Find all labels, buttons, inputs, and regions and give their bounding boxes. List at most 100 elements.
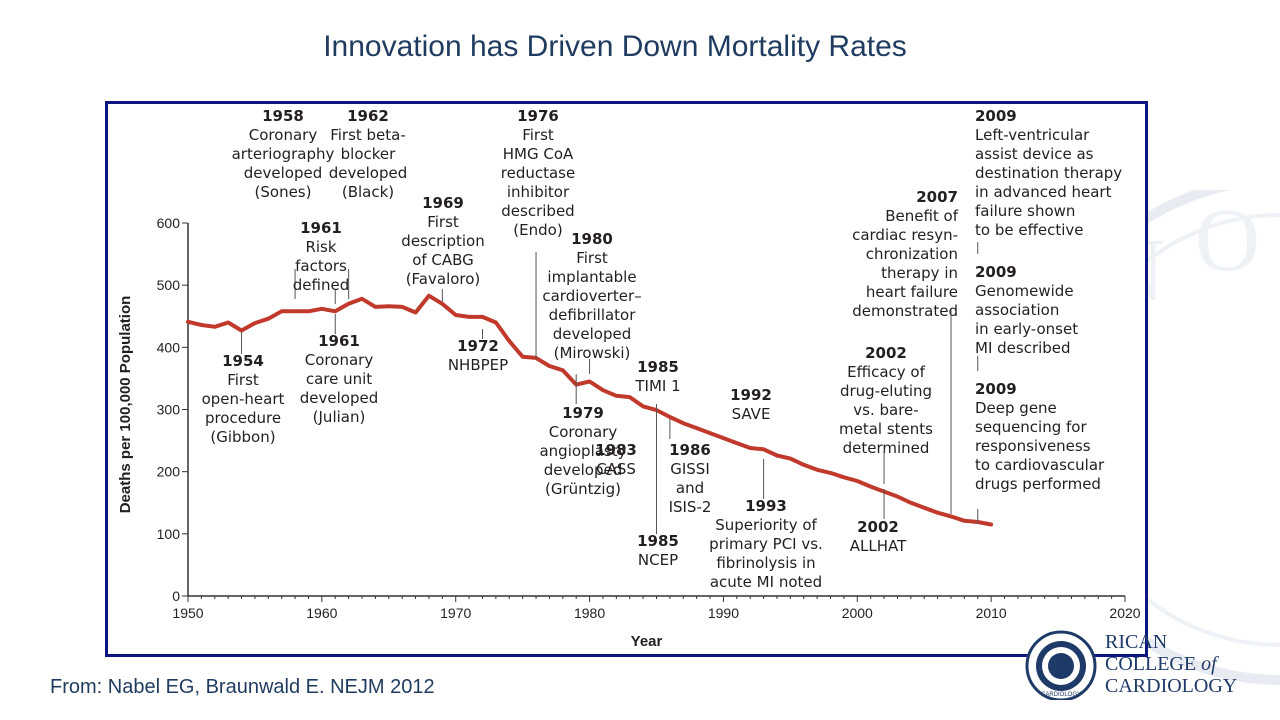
annotation-year: 2002 (857, 518, 899, 536)
annotation-year: 1986 (669, 441, 711, 459)
annotation-text: Deep gene (975, 399, 1057, 417)
annotation-text: MI described (975, 339, 1071, 357)
annotation-text: description (401, 232, 484, 250)
annotation-text: destination therapy (975, 164, 1122, 182)
y-tick-label: 100 (157, 526, 181, 542)
y-tick-label: 200 (157, 464, 181, 480)
data-point (373, 305, 377, 309)
annotation-text: metal stents (839, 420, 933, 438)
x-tick-label: 1990 (708, 605, 739, 621)
data-point (761, 447, 766, 451)
annotation-text: (Mirowski) (554, 344, 631, 362)
annotation-text: therapy in (881, 264, 958, 282)
annotation-text: Coronary (305, 351, 374, 369)
annotation-text: (Grüntzig) (545, 480, 621, 498)
data-point (949, 514, 953, 519)
annotation-text: Efficacy of (847, 363, 925, 381)
annotation-text: inhibitor (507, 183, 570, 201)
annotation-text: implantable (547, 268, 636, 286)
annotation-text: to be effective (975, 221, 1084, 239)
chart-frame: 1950 1960 1970 1980 1990 2000 2010 2020 0 100 200 3… (105, 101, 1148, 657)
annotation-text: (Gibbon) (210, 428, 275, 446)
annotation-text: Left-ventricular (975, 126, 1090, 144)
annotation-text: responsiveness (975, 437, 1091, 455)
annotation-year: 2009 (975, 263, 1017, 281)
mortality-chart: 1950 1960 1970 1980 1990 2000 2010 2020 0 100 200 3… (117, 107, 1141, 650)
annotation-text: primary PCI vs. (709, 535, 823, 553)
y-axis-title: Deaths per 100,000 Population (117, 296, 134, 514)
annotation-text: described (501, 202, 574, 220)
annotation-text: defined (293, 276, 349, 294)
annotation-text: TIMI 1 (634, 377, 680, 395)
annotation-text: developed (553, 325, 631, 343)
data-point (333, 309, 337, 313)
annotation-text: Benefit of (885, 207, 959, 225)
annotation-year: 2009 (975, 107, 1017, 125)
slide-title: Innovation has Driven Down Mortality Rat… (323, 30, 907, 63)
annotation-year: 1983 (595, 441, 637, 459)
annotation-year: 1992 (730, 386, 772, 404)
data-point (936, 511, 940, 515)
x-tick-label: 1980 (574, 605, 605, 621)
annotation-text: Coronary (249, 126, 318, 144)
annotation-year: 1961 (318, 332, 360, 350)
data-point (561, 368, 565, 372)
annotation-text: of CABG (412, 251, 474, 269)
annotation-text: fibrinolysis in (716, 554, 815, 572)
data-point (347, 302, 351, 306)
annotation-year: 2009 (975, 380, 1017, 398)
logo-line-2: COLLEGE of (1105, 653, 1219, 675)
annotation-text: determined (843, 439, 930, 457)
annotation-text: failure shown (975, 202, 1075, 220)
annotation-text: blocker (341, 145, 396, 163)
data-point (748, 446, 752, 450)
data-point (708, 431, 712, 435)
data-point (266, 317, 270, 321)
annotation-text: First (227, 371, 259, 389)
annotation-year: 1976 (517, 107, 559, 125)
data-point (668, 415, 672, 419)
annotation-year: 1993 (745, 497, 787, 515)
annotation-year: 1954 (222, 352, 264, 370)
annotation-text: demonstrated (852, 302, 958, 320)
acc-logo: CARDIOLOGY RICAN COLLEGE of CARDIOLOGY (1025, 628, 1275, 702)
annotation-text: First (522, 126, 554, 144)
data-point (226, 320, 230, 325)
data-point (507, 339, 511, 343)
y-tick-label: 500 (157, 277, 181, 293)
data-point (521, 355, 525, 359)
data-point (869, 484, 873, 489)
x-tick-label: 2020 (1109, 605, 1140, 621)
annotation-text: ALLHAT (850, 537, 907, 555)
annotation-year: 1972 (457, 337, 499, 355)
annotation-year: 1985 (637, 358, 679, 376)
annotation-text: HMG CoA (503, 145, 574, 163)
data-point (480, 315, 485, 319)
logo-of: of (1201, 653, 1219, 675)
data-point (454, 313, 458, 317)
data-point (494, 320, 498, 325)
data-point (895, 494, 900, 499)
logo-line-3: CARDIOLOGY (1105, 675, 1237, 697)
annotation-text: developed (244, 164, 322, 182)
data-point (253, 321, 257, 325)
data-point (802, 463, 806, 467)
data-point (413, 310, 418, 315)
data-point (467, 315, 471, 319)
annotation-text: NHBPEP (448, 356, 508, 374)
y-tick-label: 0 (172, 588, 180, 604)
annotation-text: Coronary (549, 423, 618, 441)
annotation-text: First (576, 249, 608, 267)
data-point (360, 297, 364, 301)
x-tick-label: 1950 (172, 605, 203, 621)
logo-college: COLLEGE (1105, 653, 1201, 675)
svg-text:O: O (1195, 191, 1260, 290)
annotation-text: cardioverter– (542, 287, 641, 305)
data-point (239, 328, 244, 333)
data-point (440, 302, 444, 306)
data-point (628, 395, 632, 399)
data-point (186, 320, 190, 324)
data-point (855, 479, 859, 483)
x-tick-label: 2010 (976, 605, 1007, 621)
annotation-text: NCEP (638, 551, 678, 569)
